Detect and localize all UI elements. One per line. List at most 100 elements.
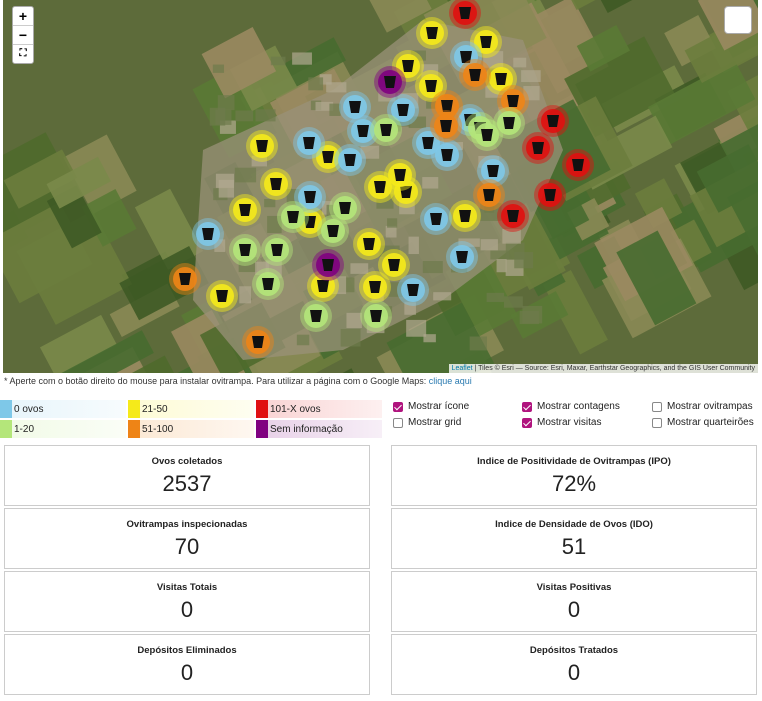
checkbox[interactable]	[522, 401, 532, 412]
option[interactable]: Mostrar grid	[393, 417, 522, 428]
trap-marker[interactable]	[420, 203, 452, 235]
block	[217, 95, 235, 111]
trap-marker[interactable]	[485, 63, 517, 95]
trap-marker[interactable]	[370, 114, 402, 146]
trap-marker[interactable]	[397, 274, 429, 306]
trap-marker[interactable]	[387, 94, 419, 126]
trap-marker[interactable]	[300, 300, 332, 332]
legend-swatch	[256, 420, 268, 438]
trap-marker[interactable]	[470, 26, 502, 58]
option[interactable]: Mostrar contagens	[522, 401, 652, 412]
marker-icon	[339, 202, 351, 214]
trap-marker[interactable]	[497, 85, 529, 117]
zoom-in[interactable]: +	[13, 7, 33, 26]
trap-marker[interactable]	[317, 215, 349, 247]
trap-marker[interactable]	[431, 139, 463, 171]
checkbox[interactable]	[652, 417, 662, 428]
trap-marker[interactable]	[312, 249, 344, 281]
stat-title: Ovos coletados	[151, 456, 223, 467]
field	[55, 347, 162, 373]
block	[519, 310, 539, 325]
zoom-out[interactable]: −	[13, 26, 33, 45]
block	[422, 177, 439, 189]
trap-marker[interactable]	[392, 50, 424, 82]
attribution: Leaflet | Tiles © Esri — Source: Esri, M…	[448, 364, 758, 373]
trap-marker[interactable]	[431, 90, 463, 122]
trap-marker[interactable]	[329, 192, 361, 224]
trap-marker[interactable]	[294, 181, 326, 213]
trap-marker[interactable]	[229, 234, 261, 266]
option[interactable]: Mostrar visitas	[522, 417, 652, 428]
trap-marker[interactable]	[446, 241, 478, 273]
fullscreen[interactable]: ⛶	[19, 48, 27, 59]
block	[270, 56, 286, 66]
trap-marker[interactable]	[334, 144, 366, 176]
attribution-link[interactable]: Leaflet	[451, 365, 473, 372]
trap-marker[interactable]	[261, 234, 293, 266]
trap-marker[interactable]	[534, 179, 566, 211]
trap-marker[interactable]	[307, 270, 339, 302]
trap-marker[interactable]	[353, 228, 385, 260]
trap-marker[interactable]	[471, 119, 503, 151]
legend-swatch	[256, 400, 268, 418]
option[interactable]: Mostrar ovitrampas	[652, 401, 762, 412]
marker-icon	[310, 310, 322, 322]
note-link[interactable]: clique aqui	[428, 376, 472, 386]
map[interactable]: + − ⛶ Leaflet | Tiles © Esri — Source: E…	[3, 0, 758, 373]
trap-marker[interactable]	[537, 105, 569, 137]
trap-marker[interactable]	[522, 132, 554, 164]
trap-marker[interactable]	[206, 280, 238, 312]
trap-marker[interactable]	[415, 70, 447, 102]
option[interactable]: Mostrar quarteirões	[652, 417, 762, 428]
trap-marker[interactable]	[293, 127, 325, 159]
trap-marker[interactable]	[192, 218, 224, 250]
trap-marker[interactable]	[493, 107, 525, 139]
layers-button[interactable]	[724, 6, 752, 34]
block	[486, 292, 505, 302]
trap-marker[interactable]	[384, 159, 416, 191]
trap-marker[interactable]	[374, 66, 406, 98]
block	[255, 261, 269, 275]
block	[234, 167, 257, 183]
block	[319, 74, 332, 85]
block	[360, 145, 380, 159]
trap-marker[interactable]	[312, 141, 344, 173]
trap-marker[interactable]	[229, 194, 261, 226]
checkbox[interactable]	[522, 417, 532, 428]
checkbox[interactable]	[652, 401, 662, 412]
trap-marker[interactable]	[347, 115, 379, 147]
block	[523, 86, 540, 101]
trap-marker[interactable]	[277, 201, 309, 233]
trap-marker[interactable]	[497, 200, 529, 232]
trap-marker[interactable]	[246, 130, 278, 162]
marker-icon	[262, 278, 274, 290]
legend-label: 101-X ovos	[270, 403, 321, 415]
trap-marker[interactable]	[339, 91, 371, 123]
trap-marker[interactable]	[449, 0, 481, 29]
block	[404, 302, 416, 315]
trap-marker[interactable]	[364, 171, 396, 203]
trap-marker[interactable]	[260, 168, 292, 200]
trap-marker[interactable]	[378, 249, 410, 281]
trap-marker[interactable]	[459, 59, 491, 91]
trap-marker[interactable]	[473, 179, 505, 211]
trap-marker[interactable]	[430, 110, 462, 142]
trap-marker[interactable]	[477, 155, 509, 187]
marker-icon	[507, 95, 519, 107]
trap-marker[interactable]	[416, 17, 448, 49]
note: * Aperte com o botão direito do mouse pa…	[4, 376, 472, 386]
field	[648, 60, 756, 146]
trap-marker[interactable]	[169, 263, 201, 295]
trap-marker[interactable]	[359, 271, 391, 303]
block	[385, 225, 397, 238]
trap-marker[interactable]	[360, 300, 392, 332]
checkbox[interactable]	[393, 417, 403, 428]
block	[212, 64, 225, 73]
trap-marker[interactable]	[242, 326, 274, 358]
block	[308, 77, 324, 91]
option[interactable]: Mostrar ícone	[393, 401, 522, 412]
trap-marker[interactable]	[252, 268, 284, 300]
trap-marker[interactable]	[562, 149, 594, 181]
trap-marker[interactable]	[449, 200, 481, 232]
checkbox[interactable]	[393, 401, 403, 412]
